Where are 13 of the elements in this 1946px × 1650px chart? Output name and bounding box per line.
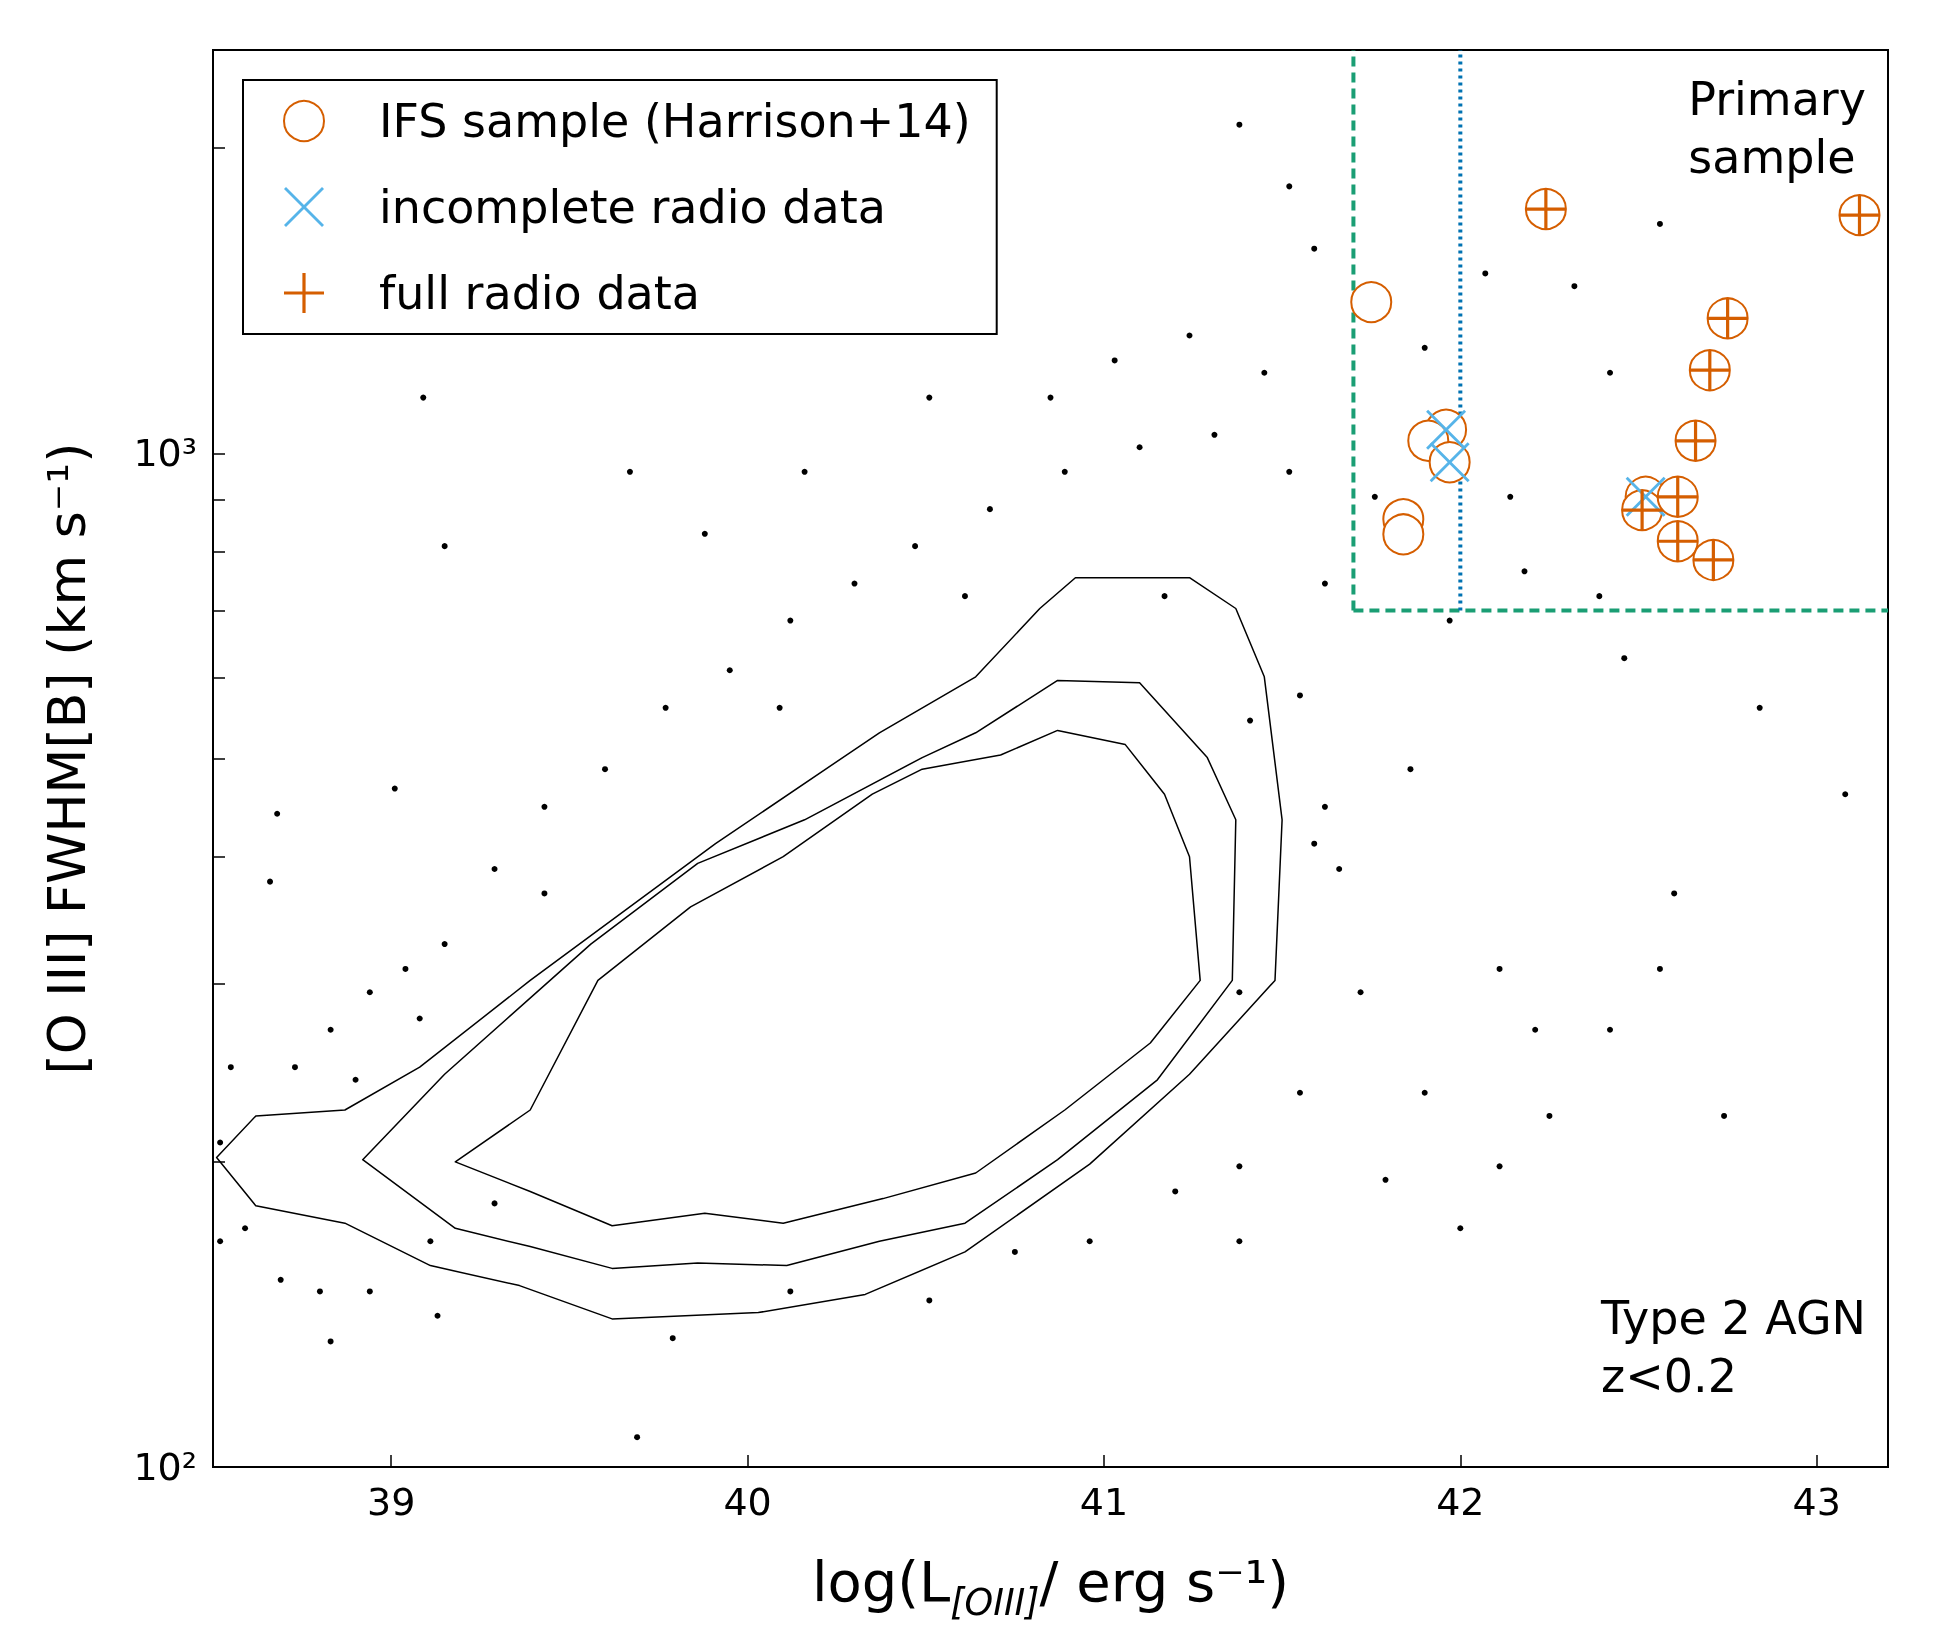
x-tick-label: 43 <box>1792 1480 1841 1524</box>
x-tick-label: 40 <box>723 1480 772 1524</box>
y-tick-label: 10² <box>133 1445 197 1489</box>
annotation: Primary sample <box>1688 72 1867 184</box>
legend-label: incomplete radio data <box>379 180 886 234</box>
y-axis-title: [O III] FWHM[B] (km s⁻¹) <box>37 442 97 1075</box>
x-tick-label: 42 <box>1436 1480 1485 1524</box>
y-tick-label: 10³ <box>133 431 197 476</box>
legend-label: IFS sample (Harrison+14) <box>379 94 971 148</box>
legend-label: full radio data <box>379 266 700 320</box>
x-tick-label: 41 <box>1079 1480 1129 1524</box>
annotation: Type 2 AGN z<0.2 <box>1600 1291 1867 1403</box>
x-tick-label: 39 <box>367 1480 416 1524</box>
